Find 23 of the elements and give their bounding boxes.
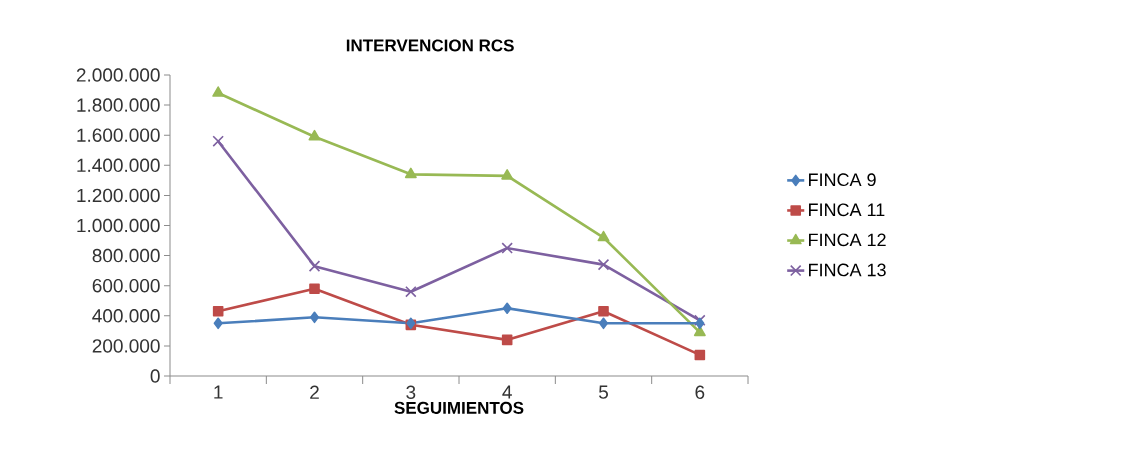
legend-label: FINCA 9 <box>809 173 876 187</box>
x-tick-label: 1 <box>214 385 223 399</box>
x-tick-label: 4 <box>502 385 512 399</box>
y-tick-label: 1.200.000 <box>77 188 160 203</box>
x-tick-label: 6 <box>695 385 705 399</box>
y-tick-label: 2.000.000 <box>76 68 160 82</box>
y-tick-label: 1.600.000 <box>77 128 160 142</box>
x-axis-title: SEGUIMIENTOS <box>394 401 524 414</box>
chart-title: INTERVENCION RCS <box>346 39 514 52</box>
y-tick-label: 1.800.000 <box>77 98 160 112</box>
y-tick-label: 600.000 <box>92 278 160 293</box>
y-tick-label: 1.000.000 <box>77 218 160 233</box>
y-tick-label: 400.000 <box>92 309 160 323</box>
y-tick-label: 200.000 <box>92 339 160 353</box>
x-tick-label: 5 <box>598 385 608 399</box>
y-tick-label: 800.000 <box>92 248 160 263</box>
x-tick-label: 2 <box>310 385 319 399</box>
legend-label: FINCA 12 <box>809 233 886 247</box>
x-tick-label: 3 <box>406 385 416 399</box>
legend-label: FINCA 11 <box>809 203 885 217</box>
y-tick-label: 0 <box>150 369 160 383</box>
legend-label: FINCA 13 <box>809 263 886 277</box>
y-tick-label: 1.400.000 <box>77 158 160 173</box>
